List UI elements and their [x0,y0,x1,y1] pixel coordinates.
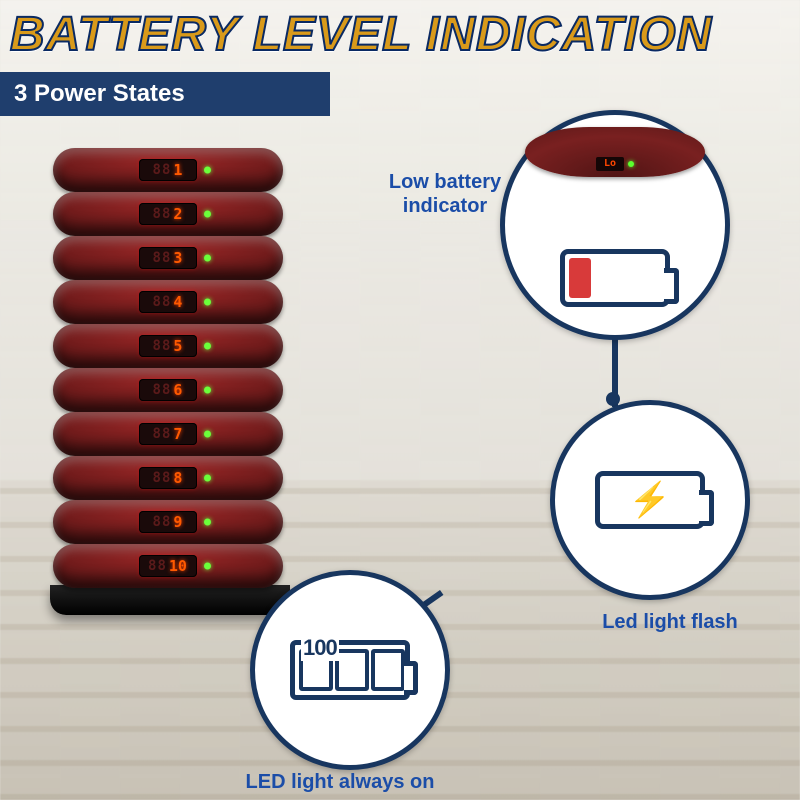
display-dim: 88 [148,558,167,574]
display-dim: 88 [153,514,172,530]
pager-body: 88 6 [53,368,283,412]
display-dim: 88 [153,206,172,222]
battery-flash-icon: ⚡ [595,471,705,529]
pager-body: 88 4 [53,280,283,324]
page-title: BATTERY LEVEL INDICATION [10,10,790,60]
led-dot-icon [204,343,211,350]
led-dot-icon [204,431,211,438]
pager-body: 88 7 [53,412,283,456]
display-number: 10 [169,557,187,575]
pager-unit: 88 6 [50,365,285,415]
led-dot-icon [628,161,634,167]
display-dim: 88 [153,382,172,398]
pager-display: 88 7 [139,423,197,445]
pager-unit: 88 9 [50,497,285,547]
pager-body: 88 5 [53,324,283,368]
pager-unit: 88 7 [50,409,285,459]
state-circle-full: 100 [250,570,450,770]
led-dot-icon [204,475,211,482]
mini-display: Lo [596,157,624,171]
display-dim: 88 [153,294,172,310]
pager-display: 88 6 [139,379,197,401]
pager-body: 88 2 [53,192,283,236]
pager-unit: 88 4 [50,277,285,327]
led-dot-icon [204,299,211,306]
display-number: 9 [173,513,182,531]
display-number: 1 [173,161,182,179]
caption-flash: Led light flash [580,610,760,634]
pager-body: 88 9 [53,500,283,544]
pager-stack: 88 1 88 2 88 3 88 4 88 5 [50,145,285,615]
battery-low-fill [569,258,591,298]
display-number: 5 [173,337,182,355]
display-dim: 88 [153,426,172,442]
pager-unit: 88 8 [50,453,285,503]
connector-dot-icon [606,392,620,406]
display-number: 7 [173,425,182,443]
display-number: 4 [173,293,182,311]
battery-segment [335,649,369,691]
battery-full-icon: 100 [290,640,410,700]
pager-unit: 88 3 [50,233,285,283]
state-circle-flash: ⚡ [550,400,750,600]
pager-unit: 88 2 [50,189,285,239]
led-dot-icon [204,255,211,262]
subtitle-text: 3 Power States [14,80,185,108]
led-dot-icon [204,387,211,394]
led-dot-icon [204,211,211,218]
pager-body: 88 8 [53,456,283,500]
pager-display: 88 5 [139,335,197,357]
display-dim: 88 [153,470,172,486]
pager-display: 88 1 [139,159,197,181]
pager-top-photo: Lo [525,127,705,177]
pager-display: 88 2 [139,203,197,225]
pager-body: 88 10 [53,544,283,588]
pager-body: 88 1 [53,148,283,192]
pager-display: 88 10 [139,555,197,577]
pager-unit: 88 10 [50,541,285,591]
battery-readout: 100 [301,635,339,661]
display-dim: 88 [153,338,172,354]
led-dot-icon [204,563,211,570]
led-dot-icon [204,519,211,526]
state-circle-low: Lo [500,110,730,340]
battery-low-icon [560,249,670,307]
subtitle-bar: 3 Power States [0,72,330,116]
display-dim: 88 [153,250,172,266]
pager-display: 88 4 [139,291,197,313]
display-number: 2 [173,205,182,223]
pager-unit: 88 5 [50,321,285,371]
caption-full: LED light always on [210,770,470,794]
display-number: 8 [173,469,182,487]
led-dot-icon [204,167,211,174]
display-dim: 88 [153,162,172,178]
pager-display: 88 9 [139,511,197,533]
pager-body: 88 3 [53,236,283,280]
pager-display: 88 3 [139,247,197,269]
display-number: 6 [173,381,182,399]
pager-unit: 88 1 [50,145,285,195]
lightning-bolt-icon: ⚡ [629,480,671,520]
caption-low: Low battery indicator [380,170,510,218]
display-number: 3 [173,249,182,267]
battery-segment [371,649,405,691]
pager-display: 88 8 [139,467,197,489]
